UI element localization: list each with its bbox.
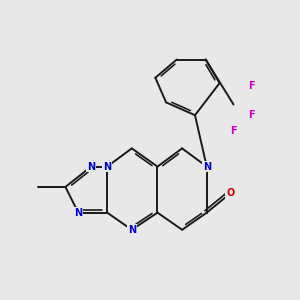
Text: F: F — [248, 110, 255, 120]
Text: O: O — [226, 188, 234, 198]
Text: F: F — [230, 126, 237, 136]
Text: N: N — [203, 162, 211, 172]
Text: N: N — [128, 225, 136, 235]
Text: F: F — [248, 81, 255, 91]
Text: N: N — [103, 162, 111, 172]
Text: N: N — [87, 162, 95, 172]
Text: N: N — [74, 208, 82, 218]
